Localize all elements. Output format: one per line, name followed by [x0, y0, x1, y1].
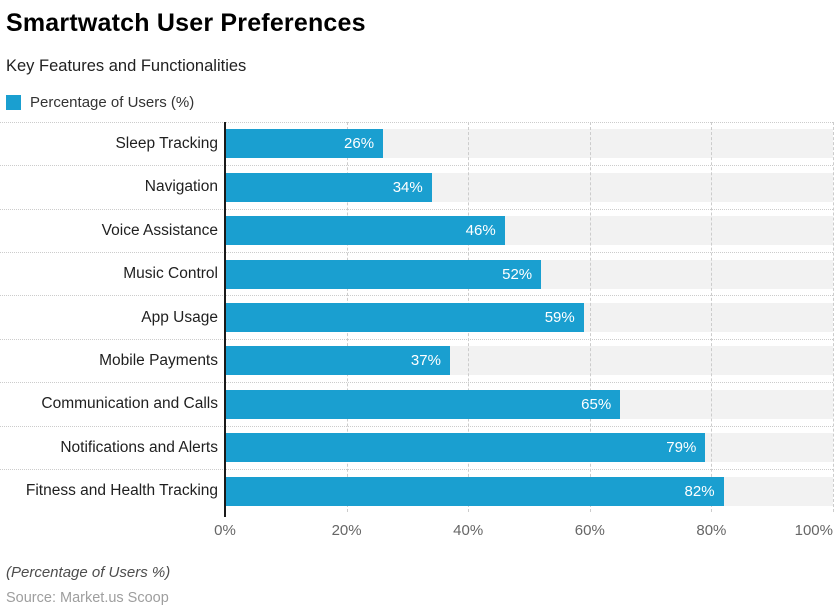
bar-row: Navigation 34% [0, 165, 833, 208]
category-label: Fitness and Health Tracking [25, 482, 218, 500]
bar-value-label: 65% [581, 395, 612, 413]
x-tick-label: 80% [696, 522, 727, 540]
bar-value-label: 46% [465, 222, 496, 240]
category-label: Navigation [144, 178, 218, 196]
bar-track: 46% [225, 216, 833, 246]
bar-track: 79% [225, 433, 833, 463]
y-axis-line [224, 121, 226, 518]
bar-row: Mobile Payments 37% [0, 338, 833, 382]
bar-row: Communication and Calls 65% [0, 382, 833, 425]
bar-value-label: 34% [392, 178, 423, 196]
bar-row: Notifications and Alerts 79% [0, 425, 833, 469]
bar-row: Voice Assistance 46% [0, 208, 833, 252]
bar-track: 59% [225, 303, 833, 333]
category-label: Music Control [123, 265, 218, 283]
bar-fitness-and-health-tracking[interactable]: 82% [225, 476, 724, 506]
bar-value-label: 26% [344, 135, 375, 153]
bar-track: 52% [225, 259, 833, 289]
bar-notifications-and-alerts[interactable]: 79% [225, 433, 706, 463]
x-tick-label: 100% [794, 522, 833, 540]
bar-app-usage[interactable]: 59% [225, 303, 584, 333]
bar-music-control[interactable]: 52% [225, 259, 542, 289]
x-tick-label: 60% [574, 522, 605, 540]
bar-track: 34% [225, 172, 833, 202]
legend-label: Percentage of Users (%) [30, 94, 195, 112]
x-axis: 0% 20% 40% 60% 80% 100% [214, 518, 833, 542]
bar-communication-and-calls[interactable]: 65% [225, 389, 621, 419]
bar-row: App Usage 59% [0, 295, 833, 338]
axis-note: (Percentage of Users %) [6, 564, 171, 582]
legend[interactable]: Percentage of Users (%) [6, 94, 833, 112]
bar-value-label: 37% [410, 352, 441, 370]
bar-sleep-tracking[interactable]: 26% [225, 129, 384, 159]
bar-mobile-payments[interactable]: 37% [225, 346, 450, 376]
bar-value-label: 52% [502, 265, 533, 283]
source-credit: Source: Market.us Scoop [6, 590, 169, 606]
category-label: Mobile Payments [99, 351, 218, 369]
category-label: Voice Assistance [101, 221, 218, 239]
category-label: Notifications and Alerts [60, 438, 218, 456]
legend-swatch-icon [6, 95, 21, 111]
bar-navigation[interactable]: 34% [225, 172, 432, 202]
bar-track: 37% [225, 346, 833, 376]
chart-subtitle: Key Features and Functionalities [6, 57, 247, 75]
bar-row: Music Control 52% [0, 251, 833, 295]
bar-value-label: 59% [544, 309, 575, 327]
bar-track: 82% [225, 476, 833, 506]
bar-value-label: 82% [684, 482, 715, 500]
x-tick-label: 20% [331, 522, 362, 540]
bar-track: 65% [225, 389, 833, 419]
bar-row: Sleep Tracking 26% [0, 121, 833, 165]
bar-value-label: 79% [666, 439, 697, 457]
x-tick-label: 0% [214, 522, 236, 540]
bar-row: Fitness and Health Tracking 82% [0, 468, 833, 512]
bar-voice-assistance[interactable]: 46% [225, 216, 505, 246]
chart-title: Smartwatch User Preferences [6, 9, 366, 37]
category-label: Sleep Tracking [115, 134, 218, 152]
category-label: App Usage [141, 308, 218, 326]
plot-body: Sleep Tracking 26% Navigation 34% Voice Assi… [0, 121, 834, 518]
x-tick-label: 40% [453, 522, 484, 540]
gridline-100 [833, 121, 834, 513]
bar-track: 26% [225, 129, 833, 159]
plot-area: Sleep Tracking 26% Navigation 34% Voice Assi… [0, 121, 834, 543]
category-label: Communication and Calls [41, 395, 218, 413]
